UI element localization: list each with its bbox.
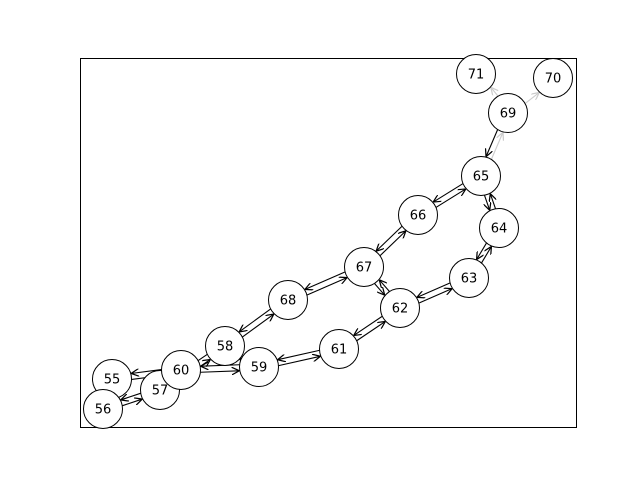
node-label: 64 — [491, 222, 508, 237]
node-label: 63 — [461, 272, 478, 287]
node-circle — [205, 326, 245, 366]
node-label: 68 — [280, 294, 297, 309]
node-71: 71 — [456, 54, 496, 94]
edge-56-to-57 — [122, 399, 141, 407]
edge-65-to-69 — [490, 133, 502, 160]
node-circle — [239, 347, 279, 387]
edges-layer — [104, 88, 539, 407]
node-circle — [344, 247, 384, 287]
node-67: 67 — [344, 247, 384, 287]
node-66: 66 — [398, 195, 438, 235]
node-64: 64 — [479, 208, 519, 248]
node-label: 67 — [356, 261, 373, 276]
node-circle — [479, 208, 519, 248]
edge-69-to-70 — [524, 93, 538, 104]
edge-60-to-59 — [200, 371, 239, 372]
edge-68-to-67 — [306, 278, 346, 296]
edge-57-to-56 — [121, 392, 141, 399]
edge-67-to-62 — [374, 283, 385, 295]
edge-62-to-61 — [354, 315, 383, 335]
edge-68-to-58 — [240, 308, 271, 331]
edge-65-to-66 — [434, 183, 464, 202]
node-69: 69 — [488, 93, 528, 133]
node-55: 55 — [92, 359, 132, 399]
node-circle — [161, 350, 201, 390]
node-label: 60 — [173, 364, 190, 379]
node-label: 59 — [251, 361, 268, 376]
node-label: 56 — [95, 403, 112, 418]
node-circle — [449, 258, 489, 298]
node-60: 60 — [161, 350, 201, 390]
plot-frame — [80, 58, 577, 428]
node-label: 61 — [331, 343, 348, 358]
node-70: 70 — [533, 58, 573, 98]
edge-60-to-55 — [132, 370, 162, 374]
node-circle — [380, 288, 420, 328]
node-61: 61 — [319, 329, 359, 369]
node-circle — [398, 195, 438, 235]
edge-59-to-60 — [201, 365, 240, 366]
edge-63-to-62 — [418, 282, 451, 297]
edge-64-to-65 — [491, 194, 496, 209]
node-65: 65 — [461, 156, 501, 196]
node-circle — [456, 54, 496, 94]
edge-64-to-63 — [477, 242, 487, 259]
node-label: 70 — [545, 72, 562, 87]
node-circle — [83, 389, 123, 429]
nodes-layer: 55 56 57 58 59 60 61 62 63 64 65 66 67 68 69 70 71 — [83, 54, 573, 429]
node-59: 59 — [239, 347, 279, 387]
node-68: 68 — [268, 280, 308, 320]
edge-69-to-65 — [486, 129, 499, 156]
node-label: 55 — [104, 373, 121, 388]
edge-69-to-71 — [491, 88, 498, 97]
node-label: 57 — [152, 384, 169, 399]
node-label: 66 — [410, 209, 427, 224]
node-circle — [268, 280, 308, 320]
edge-61-to-59 — [278, 349, 320, 359]
node-circle — [533, 58, 573, 98]
node-label: 62 — [392, 302, 409, 317]
edge-61-to-62 — [356, 322, 385, 342]
node-63: 63 — [449, 258, 489, 298]
node-62: 62 — [380, 288, 420, 328]
node-58: 58 — [205, 326, 245, 366]
edge-65-to-64 — [485, 195, 490, 209]
node-56: 56 — [83, 389, 123, 429]
edge-62-to-67 — [380, 280, 390, 292]
node-label: 65 — [473, 170, 490, 185]
node-label: 58 — [217, 340, 234, 355]
edge-62-to-63 — [418, 289, 451, 304]
node-circle — [488, 93, 528, 133]
edge-66-to-65 — [435, 189, 465, 208]
edge-67-to-68 — [306, 271, 346, 289]
node-circle — [461, 156, 501, 196]
node-label: 69 — [500, 107, 517, 122]
node-label: 71 — [468, 68, 485, 83]
edge-58-to-68 — [242, 315, 274, 338]
node-circle — [319, 329, 359, 369]
edge-59-to-61 — [278, 356, 320, 367]
edge-67-to-66 — [379, 231, 405, 257]
